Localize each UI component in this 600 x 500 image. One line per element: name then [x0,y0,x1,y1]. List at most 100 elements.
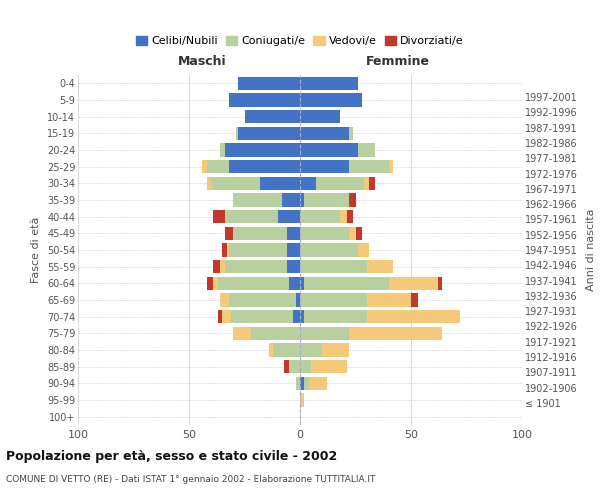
Bar [218,310,223,324]
Bar [349,194,356,206]
Bar [293,310,300,324]
Bar [349,226,356,240]
Bar [202,160,207,173]
Bar [229,294,296,306]
Bar [300,76,358,90]
Bar [358,144,376,156]
Bar [349,326,442,340]
Bar [238,126,300,140]
Bar [218,276,289,290]
Bar [304,310,367,324]
Bar [347,210,353,224]
Bar [311,360,347,374]
Bar [274,344,300,356]
Bar [300,160,349,173]
Bar [304,276,389,290]
Bar [284,360,289,374]
Bar [220,260,224,274]
Bar [364,176,369,190]
Bar [231,310,293,324]
Bar [220,144,224,156]
Bar [287,226,300,240]
Bar [300,376,304,390]
Bar [233,226,287,240]
Bar [300,176,316,190]
Bar [300,344,322,356]
Bar [316,176,364,190]
Bar [287,244,300,256]
Bar [223,244,227,256]
Bar [214,260,220,274]
Bar [224,210,278,224]
Y-axis label: Fasce di età: Fasce di età [31,217,41,283]
Bar [282,194,300,206]
Bar [287,260,300,274]
Bar [367,260,393,274]
Bar [300,394,304,406]
Bar [229,160,300,173]
Bar [300,144,358,156]
Bar [389,160,393,173]
Bar [300,244,358,256]
Bar [220,294,229,306]
Bar [207,276,214,290]
Bar [300,94,362,106]
Text: Popolazione per età, sesso e stato civile - 2002: Popolazione per età, sesso e stato civil… [6,450,337,463]
Bar [207,160,229,173]
Bar [289,276,300,290]
Bar [300,194,304,206]
Text: Femmine: Femmine [365,55,430,68]
Text: COMUNE DI VETTO (RE) - Dati ISTAT 1° gennaio 2002 - Elaborazione TUTTITALIA.IT: COMUNE DI VETTO (RE) - Dati ISTAT 1° gen… [6,475,376,484]
Bar [411,294,418,306]
Bar [304,194,349,206]
Bar [304,376,309,390]
Bar [300,126,349,140]
Bar [309,376,326,390]
Bar [224,144,300,156]
Bar [296,294,300,306]
Bar [233,194,282,206]
Bar [211,176,260,190]
Bar [224,260,287,274]
Bar [437,276,442,290]
Bar [300,110,340,124]
Bar [245,110,300,124]
Bar [300,260,367,274]
Bar [300,294,367,306]
Bar [296,376,300,390]
Text: Maschi: Maschi [178,55,227,68]
Bar [300,210,340,224]
Bar [367,310,460,324]
Bar [223,310,231,324]
Bar [214,276,218,290]
Bar [300,276,304,290]
Bar [224,226,233,240]
Legend: Celibi/Nubili, Coniugati/e, Vedovi/e, Divorziati/e: Celibi/Nubili, Coniugati/e, Vedovi/e, Di… [132,32,468,51]
Bar [300,326,349,340]
Bar [369,176,376,190]
Bar [214,210,224,224]
Bar [367,294,411,306]
Bar [278,210,300,224]
Bar [269,344,274,356]
Bar [260,176,300,190]
Bar [349,160,389,173]
Bar [349,126,353,140]
Bar [300,310,304,324]
Bar [358,244,369,256]
Bar [227,244,229,256]
Bar [207,176,211,190]
Bar [229,244,287,256]
Bar [233,326,251,340]
Bar [340,210,347,224]
Bar [289,360,300,374]
Bar [300,226,349,240]
Bar [251,326,300,340]
Bar [238,76,300,90]
Bar [300,360,311,374]
Bar [355,226,362,240]
Bar [229,94,300,106]
Bar [236,126,238,140]
Y-axis label: Anni di nascita: Anni di nascita [586,209,596,291]
Bar [389,276,437,290]
